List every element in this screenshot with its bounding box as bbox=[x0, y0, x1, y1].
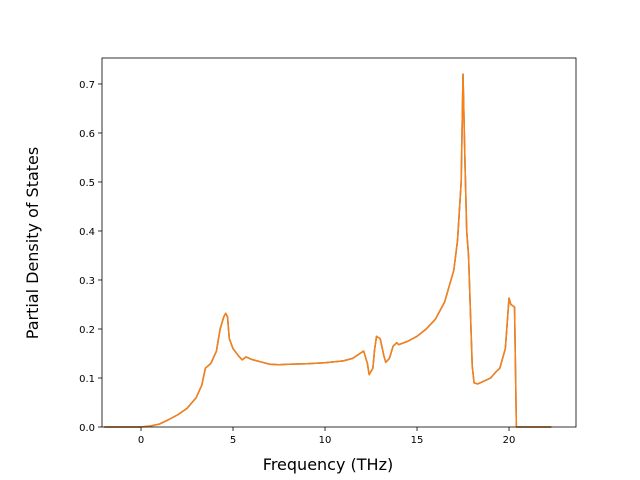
x-axis-label: Frequency (THz) bbox=[263, 455, 393, 474]
y-tick-label: 0.6 bbox=[79, 129, 95, 140]
y-tick-label: 0.0 bbox=[79, 423, 95, 434]
series-line bbox=[104, 73, 552, 428]
x-tick-label: 0 bbox=[138, 435, 144, 446]
y-axis-label: Partial Density of States bbox=[23, 147, 42, 339]
y-tick-label: 0.1 bbox=[79, 374, 95, 385]
plot-frame bbox=[101, 57, 577, 428]
x-tick-label: 10 bbox=[319, 435, 332, 446]
series-line bbox=[104, 73, 552, 428]
x-tick-label: 20 bbox=[503, 435, 516, 446]
y-tick-label: 0.5 bbox=[79, 178, 95, 189]
y-tick-label: 0.7 bbox=[79, 80, 95, 91]
y-tick-label: 0.2 bbox=[79, 325, 95, 336]
x-tick-label: 5 bbox=[230, 435, 236, 446]
y-tick-label: 0.3 bbox=[79, 276, 95, 287]
x-tick-label: 15 bbox=[411, 435, 424, 446]
y-tick-label: 0.4 bbox=[79, 227, 95, 238]
